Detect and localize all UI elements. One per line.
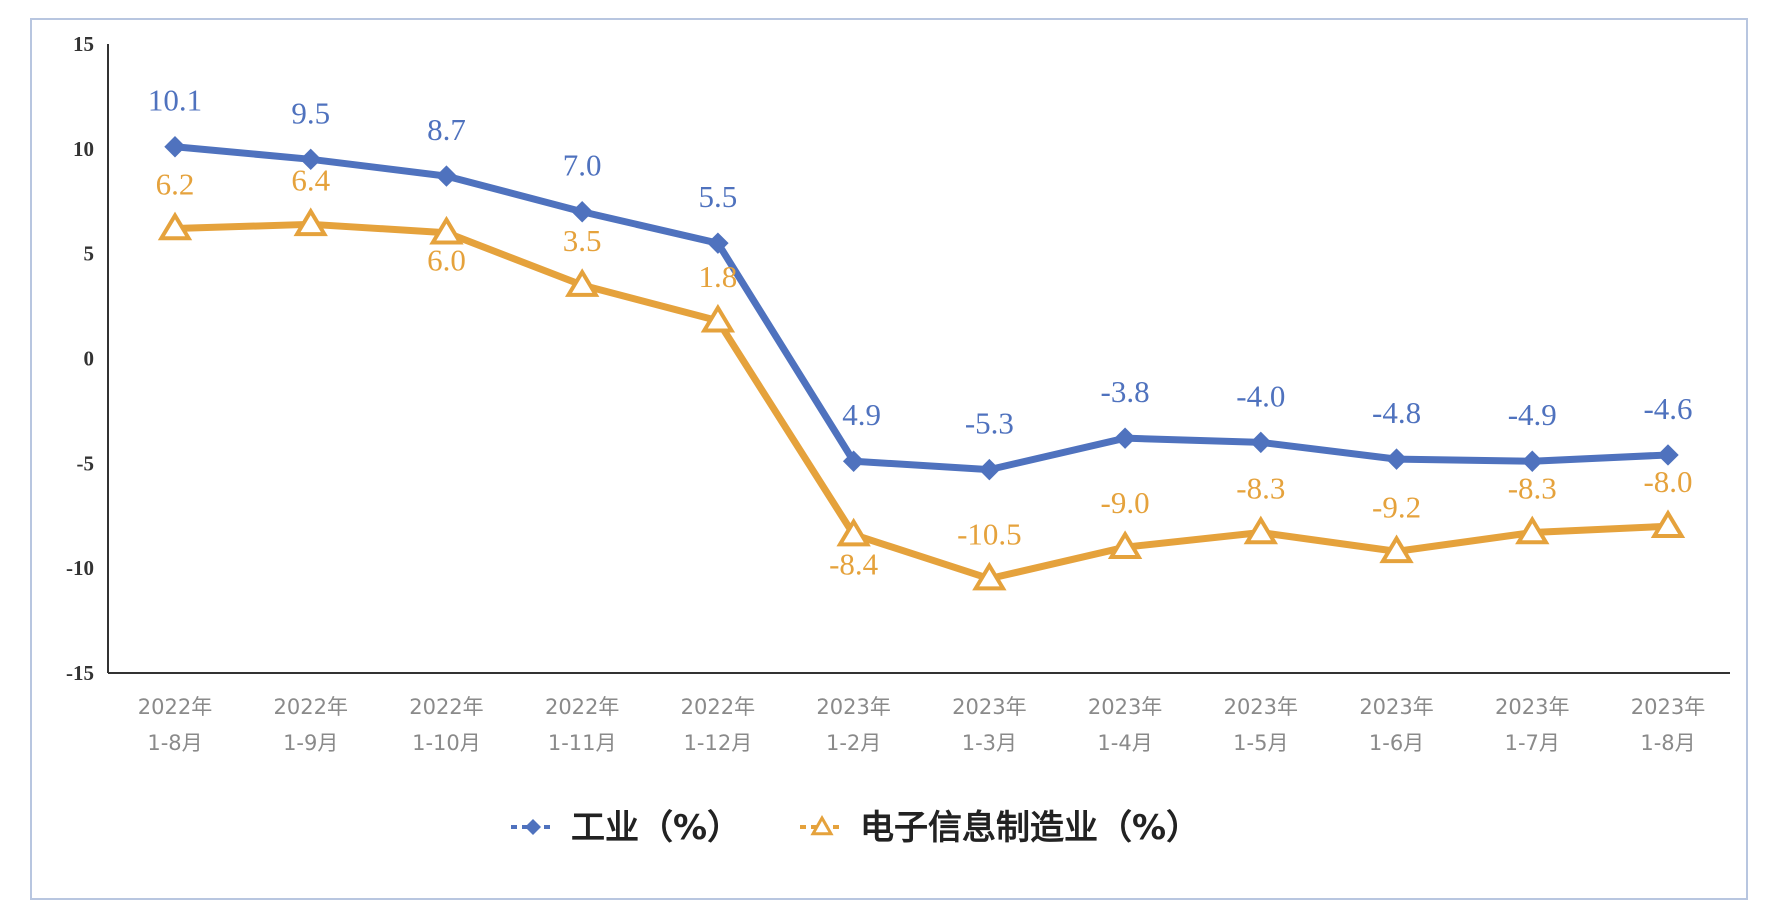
x-tick-label-period: 1-6月	[1369, 731, 1424, 755]
data-label: 6.0	[427, 243, 466, 278]
data-point-triangle	[1107, 530, 1143, 559]
x-tick-label-period: 1-12月	[684, 731, 753, 755]
data-point-triangle	[157, 211, 193, 241]
x-tick-label-year: 2023年	[816, 695, 890, 719]
data-label: -9.2	[1372, 489, 1421, 524]
data-point-diamond	[1521, 450, 1543, 472]
data-point-diamond	[300, 148, 322, 171]
data-label: -10.5	[957, 517, 1022, 552]
data-point-diamond	[1385, 448, 1408, 470]
data-label: -8.3	[1508, 471, 1557, 506]
data-point-triangle	[1379, 534, 1414, 564]
data-point-diamond	[1250, 431, 1272, 454]
y-tick-label: 10	[73, 137, 94, 161]
data-label: 6.4	[291, 162, 330, 197]
x-tick-label-year: 2022年	[138, 695, 212, 719]
x-tick-label-period: 1-10月	[412, 731, 481, 755]
data-label: -4.0	[1236, 378, 1285, 413]
data-label: -4.8	[1372, 395, 1421, 430]
data-point-diamond	[842, 450, 865, 472]
data-label: 10.1	[148, 83, 202, 118]
data-point-triangle	[1515, 515, 1550, 545]
data-label: -8.0	[1643, 464, 1692, 499]
data-point-triangle	[700, 303, 736, 333]
data-labels: 10.1 9.5 8.7 7.0 5.5 4.9 -5.3 -3.8 -4.0 -4.8 -4.9 -…	[148, 83, 1693, 582]
data-label: -8.3	[1236, 471, 1285, 506]
data-label: -8.4	[829, 547, 879, 582]
x-tick-label-period: 1-7月	[1505, 731, 1560, 755]
data-label: -4.9	[1508, 397, 1557, 432]
data-point-diamond	[164, 136, 186, 158]
x-tick-label-year: 2023年	[952, 695, 1026, 719]
y-tick-label: -5	[77, 451, 95, 475]
legend-label: 电子信息制造业（%）	[860, 808, 1200, 848]
data-point-diamond	[571, 201, 593, 223]
x-tick-label-year: 2022年	[274, 695, 348, 719]
axes: 15 10 5 0 -5 -10 -15 2022年 1-8月 2022年 1-9月 2022年 1-1…	[66, 32, 1730, 755]
data-label: -3.8	[1101, 374, 1150, 409]
y-tick-label: 5	[84, 242, 95, 266]
x-tick-label-year: 2022年	[409, 695, 483, 719]
data-label: 6.2	[156, 167, 195, 202]
x-tick-label-year: 2023年	[1631, 695, 1705, 719]
x-tick-label-year: 2023年	[1495, 695, 1569, 719]
data-label: 5.5	[699, 179, 738, 214]
legend-triangle-marker	[810, 814, 834, 836]
series-layer	[157, 136, 1686, 591]
data-point-diamond	[1657, 444, 1679, 466]
y-tick-label: -10	[66, 556, 94, 580]
x-tick-label-period: 1-4月	[1097, 731, 1152, 755]
data-label: 7.0	[563, 148, 602, 183]
data-label: -4.6	[1643, 391, 1692, 426]
data-point-triangle	[836, 517, 871, 547]
data-point-diamond	[978, 458, 1001, 481]
x-tick-label-year: 2023年	[1359, 695, 1433, 719]
x-tick-label-period: 1-9月	[283, 731, 338, 755]
x-tick-label-year: 2023年	[1224, 695, 1298, 719]
series-line-2	[174, 220, 1669, 583]
x-tick-label-period: 1-5月	[1233, 731, 1288, 755]
series-line-1	[174, 143, 1669, 474]
x-tick-label-year: 2022年	[681, 695, 755, 719]
data-label: 1.8	[699, 259, 738, 294]
x-tick-label-period: 1-2月	[826, 731, 881, 755]
data-point-triangle	[293, 207, 328, 237]
x-tick-label-year: 2023年	[1088, 695, 1162, 719]
data-point-triangle	[972, 561, 1007, 591]
data-label: -9.0	[1101, 485, 1150, 520]
data-point-diamond	[1114, 427, 1136, 449]
data-point-triangle	[1243, 515, 1279, 545]
data-label: 8.7	[427, 112, 466, 147]
data-point-triangle	[1650, 509, 1686, 538]
x-tick-label-period: 1-3月	[962, 731, 1017, 755]
data-point-diamond	[435, 165, 458, 187]
data-point-diamond	[707, 232, 729, 254]
data-point-triangle	[564, 268, 600, 297]
x-tick-label-period: 1-8月	[1640, 731, 1695, 755]
y-tick-label: 0	[84, 347, 95, 371]
data-label: 9.5	[291, 95, 330, 130]
data-label: -5.3	[965, 406, 1014, 441]
x-tick-label-period: 1-8月	[147, 731, 202, 755]
y-tick-label: 15	[73, 32, 94, 56]
x-tick-label-period: 1-11月	[548, 731, 617, 755]
y-tick-label: -15	[66, 661, 94, 685]
data-point-triangle	[429, 215, 464, 245]
legend-diamond-marker	[525, 819, 541, 835]
data-label: 3.5	[563, 223, 602, 258]
legend: 工业（%） 电子信息制造业（%）	[511, 808, 1200, 848]
x-tick-label-year: 2022年	[545, 695, 619, 719]
legend-label: 工业（%）	[571, 808, 741, 848]
data-label: 4.9	[842, 397, 881, 432]
